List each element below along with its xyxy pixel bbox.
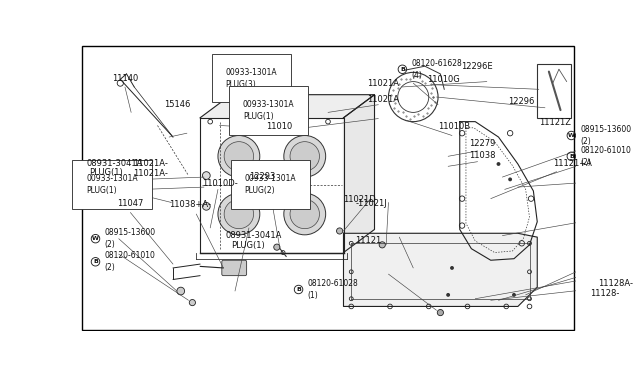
Text: 11021A-: 11021A- (132, 169, 168, 179)
Text: 08915-13600
(2): 08915-13600 (2) (105, 228, 156, 249)
Text: 00933-1301A
PLUG(3): 00933-1301A PLUG(3) (226, 68, 277, 89)
Bar (537, 64, 572, 118)
Text: 00933-1301A
PLUG(1): 00933-1301A PLUG(1) (243, 100, 294, 121)
Text: 11010B: 11010B (438, 122, 470, 131)
Text: 11010: 11010 (266, 122, 292, 131)
Text: 11128A-: 11128A- (598, 279, 633, 289)
Circle shape (290, 142, 319, 171)
Text: B: B (93, 259, 98, 264)
Circle shape (379, 242, 385, 248)
Text: 08120-61028
(1): 08120-61028 (1) (308, 279, 358, 300)
Text: 11010D-: 11010D- (202, 179, 238, 188)
Text: 11038: 11038 (469, 151, 495, 160)
Text: 12293: 12293 (249, 172, 275, 181)
Text: 15146: 15146 (164, 100, 190, 109)
Circle shape (189, 299, 195, 306)
Text: 11021D: 11021D (344, 195, 376, 204)
Text: 12296: 12296 (508, 97, 534, 106)
Text: 11038+A-: 11038+A- (169, 200, 211, 209)
Circle shape (290, 199, 319, 229)
Circle shape (218, 193, 260, 235)
Text: -11021J: -11021J (355, 199, 387, 208)
Text: 00933-1301A
PLUG(1): 00933-1301A PLUG(1) (86, 174, 138, 195)
Circle shape (446, 293, 450, 297)
Circle shape (218, 135, 260, 177)
Text: 08120-61628
(4): 08120-61628 (4) (412, 59, 463, 80)
Text: B: B (400, 67, 405, 72)
Text: 08120-61010
(2): 08120-61010 (2) (105, 251, 156, 272)
Text: 08931-3041A: 08931-3041A (86, 158, 143, 168)
Circle shape (202, 202, 210, 210)
Text: 11121+A: 11121+A (553, 158, 591, 168)
Circle shape (337, 228, 343, 234)
Text: 11121: 11121 (355, 235, 381, 245)
Text: 11140: 11140 (113, 74, 139, 83)
Polygon shape (200, 95, 374, 118)
Circle shape (437, 310, 444, 316)
Text: W: W (568, 133, 575, 138)
Text: 11021A: 11021A (367, 79, 399, 88)
Text: B: B (569, 154, 574, 159)
Text: 08120-61010
(2): 08120-61010 (2) (580, 146, 632, 167)
Text: B: B (296, 287, 301, 292)
Circle shape (224, 142, 253, 171)
Text: 11121Z: 11121Z (539, 118, 571, 127)
Text: 00933-1301A
PLUG(2): 00933-1301A PLUG(2) (244, 174, 296, 195)
Circle shape (450, 266, 454, 270)
Text: 11128-: 11128- (590, 289, 620, 298)
Text: 11021A-: 11021A- (132, 158, 168, 168)
Text: 08915-13600
(2): 08915-13600 (2) (580, 125, 632, 146)
Text: 11047: 11047 (117, 199, 143, 208)
Circle shape (284, 135, 326, 177)
Text: PLUG(1): PLUG(1) (231, 241, 265, 250)
Circle shape (508, 177, 512, 181)
Circle shape (224, 199, 253, 229)
FancyBboxPatch shape (222, 260, 246, 276)
Text: W: W (92, 236, 99, 241)
Circle shape (284, 193, 326, 235)
Circle shape (177, 287, 184, 295)
Text: PLUG(1): PLUG(1) (90, 168, 123, 177)
Text: 08931-3041A: 08931-3041A (226, 231, 282, 240)
Text: 12279: 12279 (469, 139, 495, 148)
Text: 11021A: 11021A (367, 95, 399, 104)
Circle shape (202, 172, 210, 179)
Circle shape (274, 244, 280, 250)
Text: 12296E: 12296E (461, 62, 493, 71)
Text: 11010G: 11010G (428, 76, 460, 84)
Circle shape (512, 293, 516, 297)
Polygon shape (344, 233, 537, 307)
Polygon shape (344, 95, 374, 253)
Circle shape (497, 162, 500, 166)
